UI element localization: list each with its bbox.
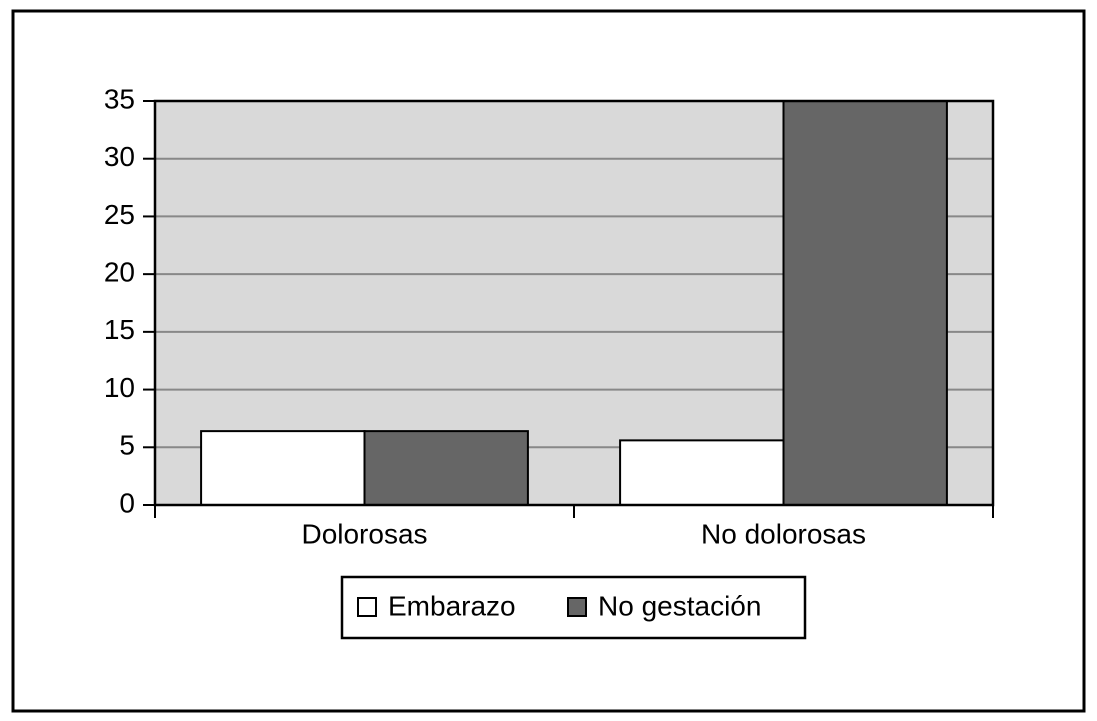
- y-tick-label: 5: [119, 430, 135, 461]
- legend-swatch: [357, 597, 377, 617]
- plot-border: [153, 99, 995, 507]
- bar: [363, 430, 529, 506]
- y-tick-label: 15: [104, 314, 135, 345]
- bar: [200, 430, 366, 506]
- y-tick-label: 25: [104, 199, 135, 230]
- x-tick-label: No dolorosas: [701, 518, 866, 549]
- y-tick-label: 30: [104, 141, 135, 172]
- x-tick-label: Dolorosas: [301, 518, 427, 549]
- bar: [619, 439, 785, 506]
- y-tick-label: 20: [104, 257, 135, 288]
- y-tick-label: 10: [104, 372, 135, 403]
- y-tick-label: 35: [104, 83, 135, 114]
- bar: [782, 100, 948, 506]
- legend-swatch: [567, 597, 587, 617]
- legend-label: Embarazo: [388, 590, 516, 621]
- y-tick-label: 0: [119, 487, 135, 518]
- legend-label: No gestación: [598, 590, 761, 621]
